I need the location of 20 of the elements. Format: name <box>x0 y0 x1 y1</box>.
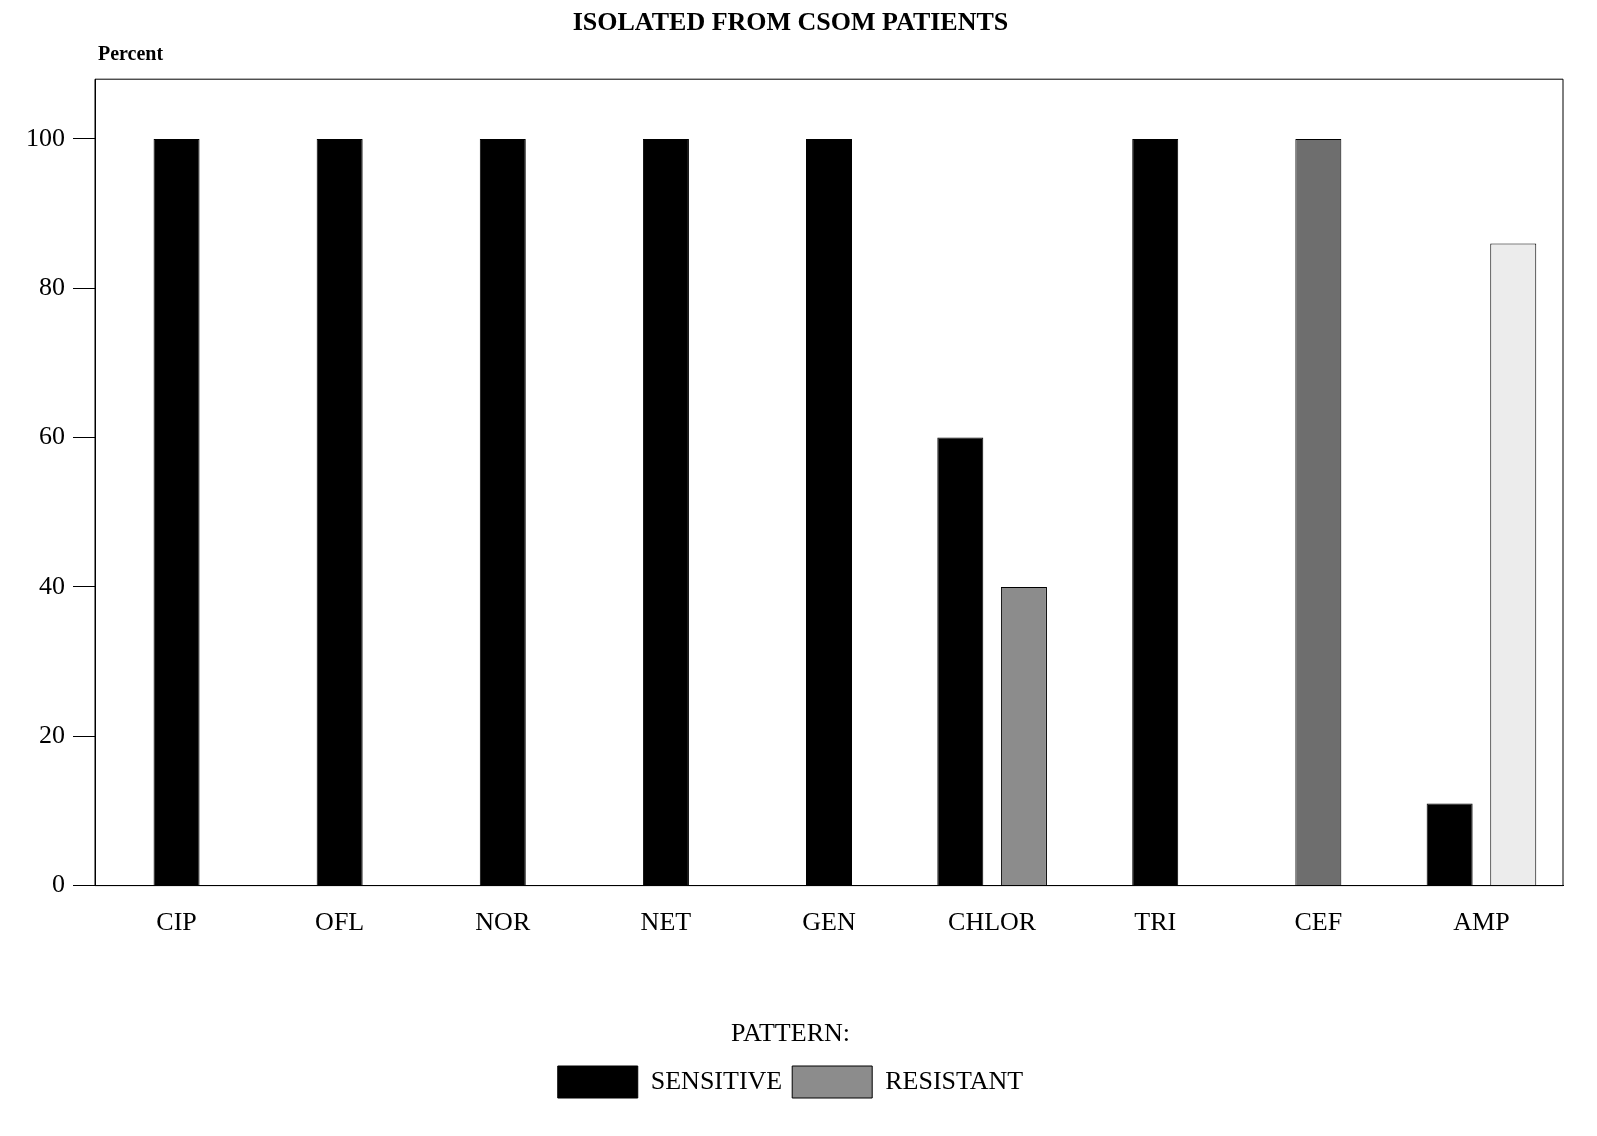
x-tick-label: AMP <box>1453 907 1510 937</box>
y-tick-label: 100 <box>26 122 65 152</box>
y-tick-label: 0 <box>52 869 65 899</box>
y-tick-label: 40 <box>39 570 65 600</box>
chart-title: ISOLATED FROM CSOM PATIENTS <box>572 7 1009 37</box>
y-tick-label: 80 <box>39 272 65 302</box>
x-tick-label: NET <box>640 907 692 937</box>
x-tick-label: TRI <box>1134 907 1177 937</box>
x-tick-label: CHLOR <box>948 907 1037 937</box>
x-tick-label: CIP <box>156 907 197 937</box>
x-tick-label: CEF <box>1294 907 1343 937</box>
x-tick-label: OFL <box>315 907 365 937</box>
legend-label: RESISTANT <box>885 1065 1024 1095</box>
y-axis-title: Percent <box>98 42 164 65</box>
y-tick-label: 20 <box>39 720 65 750</box>
legend-title: PATTERN: <box>731 1017 850 1047</box>
x-tick-label: NOR <box>475 907 531 937</box>
x-tick-label: GEN <box>802 907 856 937</box>
y-tick-label: 60 <box>39 421 65 451</box>
legend-label: SENSITIVE <box>650 1065 783 1095</box>
